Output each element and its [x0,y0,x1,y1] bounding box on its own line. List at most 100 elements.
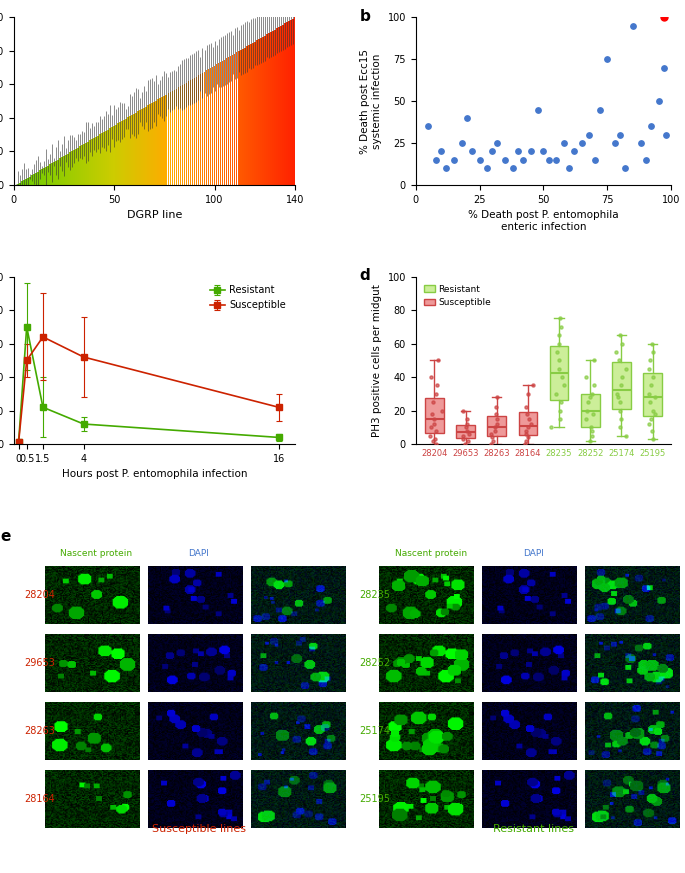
Bar [125,119,127,185]
Bar [294,17,296,185]
Point [427,407,438,421]
Point [457,403,468,417]
Point [474,153,485,167]
Bar [175,88,177,185]
Text: 28204: 28204 [24,590,55,600]
Point [620,429,631,443]
Bar [53,162,55,185]
Bar [188,81,189,185]
Point [588,379,599,393]
Bar [136,113,137,185]
Bar [147,106,149,185]
Point [546,421,557,435]
Text: Merge: Merge [288,549,316,558]
Bar [290,20,292,185]
Point [564,162,575,175]
Point [614,395,625,409]
Bar [51,163,53,185]
Point [658,10,669,24]
X-axis label: DGRP line: DGRP line [127,210,182,220]
PathPatch shape [425,398,444,433]
Point [611,345,622,359]
Bar [248,45,249,185]
Bar [25,179,27,185]
Point [430,387,441,401]
Point [533,103,544,117]
Bar [244,48,245,185]
Bar [254,42,256,185]
Bar [276,28,277,185]
Point [602,52,613,66]
Bar [111,127,113,185]
Point [429,412,440,426]
Point [526,417,537,431]
Bar [268,33,270,185]
Bar [65,155,66,185]
Bar [210,68,212,185]
Text: d: d [360,268,370,283]
Bar [282,24,284,185]
PathPatch shape [550,346,569,400]
Bar [201,72,203,185]
Bar [218,63,219,185]
Bar [234,53,236,185]
Point [525,144,536,158]
Bar [198,75,199,185]
Bar [166,94,167,185]
PathPatch shape [487,416,506,436]
Point [620,162,631,175]
Point [595,103,606,117]
Bar [212,67,214,185]
Bar [182,85,184,185]
PathPatch shape [612,362,631,409]
Point [462,434,473,448]
Bar [155,100,157,185]
Bar [69,153,71,185]
Text: 25174: 25174 [359,726,390,736]
Bar [171,91,173,185]
Bar [117,123,119,185]
Bar [29,176,31,185]
Point [429,417,440,431]
Bar [85,143,87,185]
Point [512,144,523,158]
PathPatch shape [581,394,599,428]
Bar [250,44,251,185]
Text: DAPI: DAPI [188,549,210,558]
Point [490,423,501,437]
Point [647,337,658,351]
Bar [158,100,159,185]
Point [635,136,646,150]
Bar [89,141,91,185]
Bar [87,141,89,185]
Bar [286,23,288,185]
Y-axis label: PH3 positive cells per midgut: PH3 positive cells per midgut [372,284,382,436]
Bar [129,116,131,185]
Point [499,153,510,167]
Point [543,153,554,167]
Bar [226,58,227,185]
Point [558,136,569,150]
Point [491,390,502,404]
Bar [141,109,143,185]
Point [462,417,473,431]
Bar [164,96,165,185]
Point [615,412,626,426]
Bar [149,104,151,185]
Bar [260,38,262,185]
Bar [258,39,260,185]
Bar [224,59,225,185]
Point [569,144,580,158]
Point [649,407,660,421]
Bar [168,93,169,185]
Point [425,429,436,443]
Point [614,127,625,141]
Point [492,412,503,426]
Point [492,136,503,150]
Bar [17,183,18,185]
Point [648,403,659,417]
Point [645,395,656,409]
Bar [63,156,65,185]
Point [553,337,564,351]
Point [649,390,660,404]
